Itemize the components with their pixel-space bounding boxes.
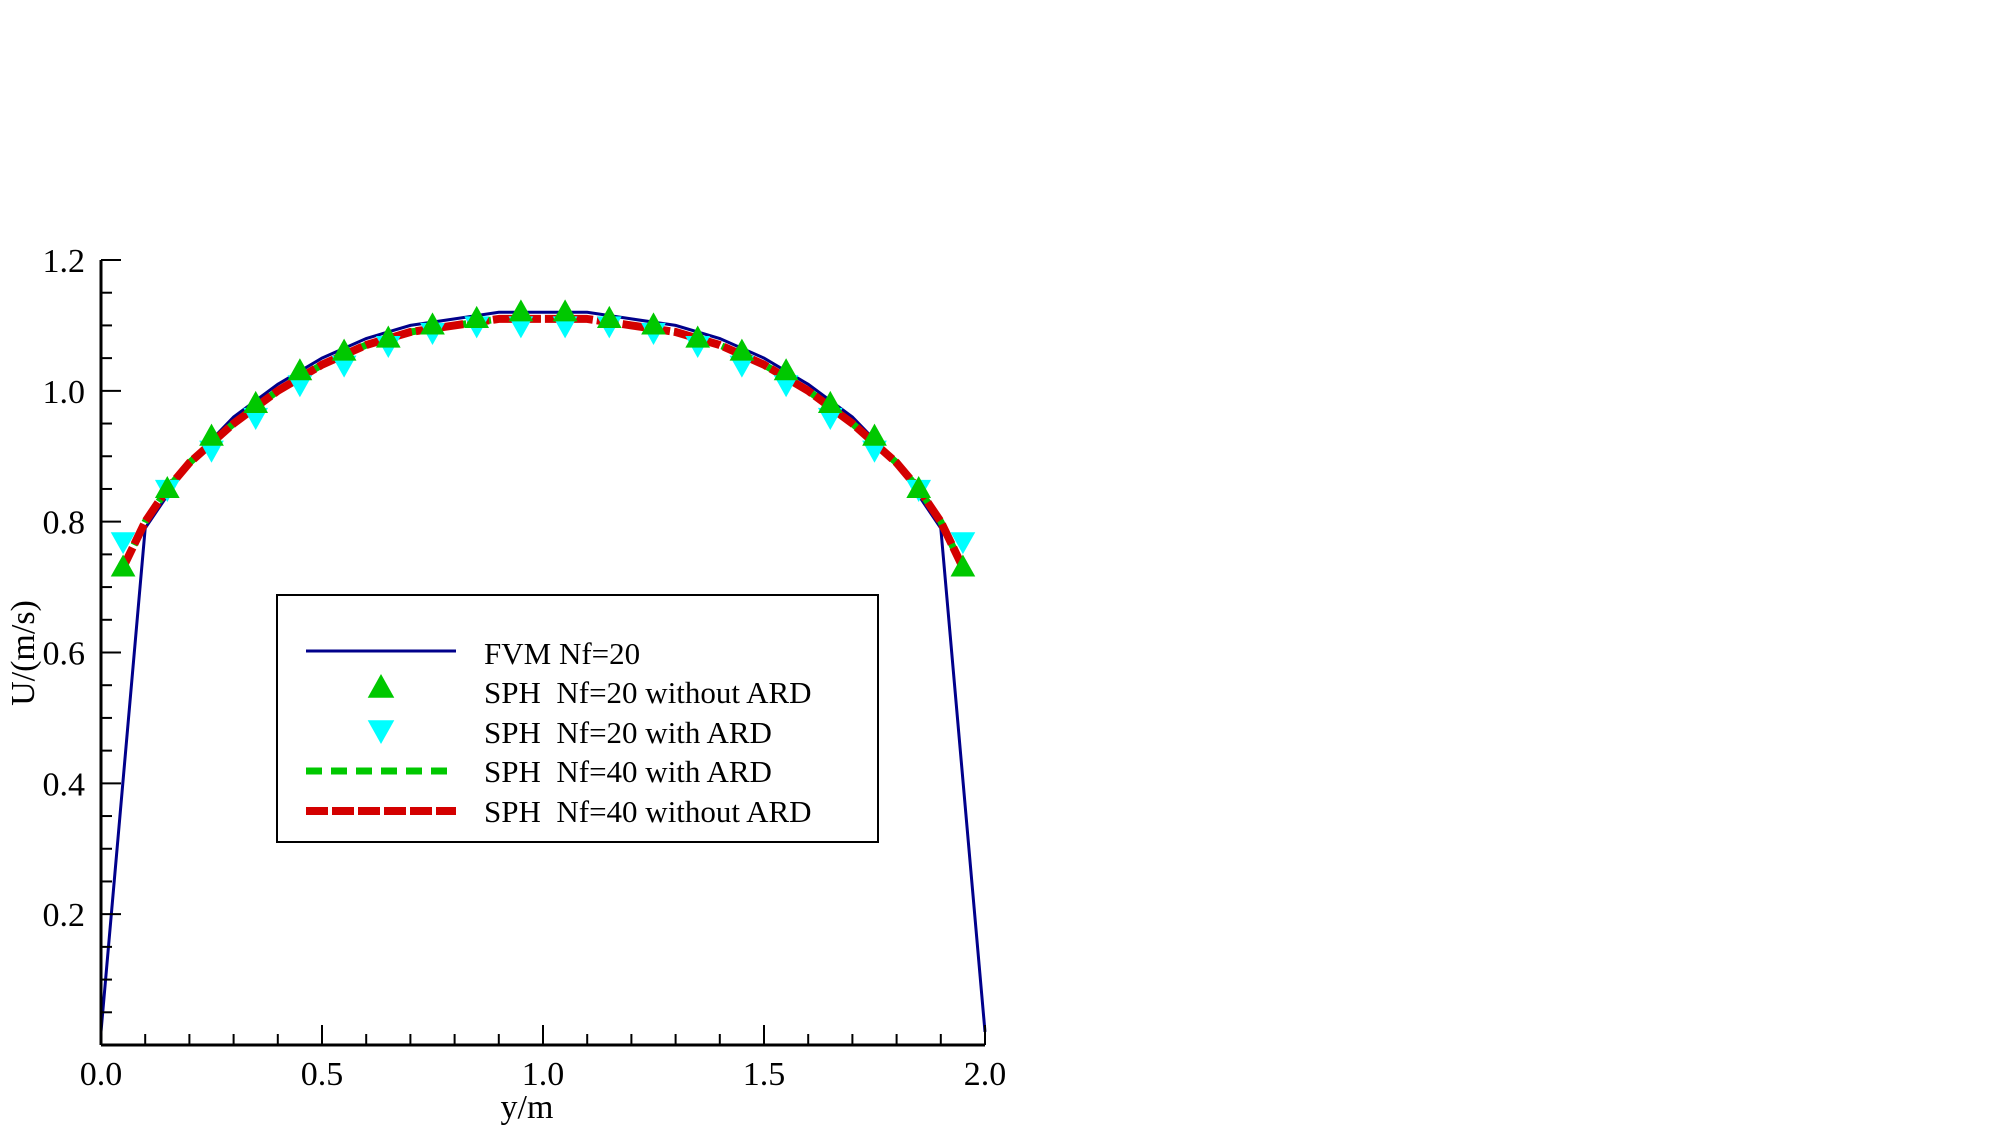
x-tick-label: 0.5 — [301, 1056, 344, 1093]
series-sph20-with-ard-point — [243, 407, 269, 430]
series-sph20-with-ard-point — [287, 375, 313, 398]
series-sph20-without-ard-point — [199, 423, 224, 446]
series-sph20-without-ard-point — [906, 475, 932, 499]
axes: 0.2 0.4 0.6 0.8 1.0 1.2 0.0 0.5 1.0 1.5 2.0 — [43, 243, 1007, 1093]
y-tick-label: 1.2 — [43, 243, 86, 280]
y-tick-label: 0.4 — [43, 766, 86, 803]
series-sph20-with-ard-point — [729, 355, 755, 378]
series-sph20-without-ard-point — [950, 554, 976, 577]
series-sph40-with-ard-line — [119, 315, 967, 570]
legend-label-sph20-with-ard: SPH Nf=20 with ARD — [484, 715, 772, 750]
series-sph20-with-ard-point — [862, 440, 887, 463]
series-sph20-with-ard-point — [199, 440, 224, 463]
series-sph20-without-ard-point — [287, 358, 313, 381]
plot-area — [99, 299, 987, 1033]
series-sph20-without-ard-point — [596, 305, 622, 328]
x-tick-label: 1.0 — [522, 1056, 565, 1093]
y-tick-label: 1.0 — [43, 374, 86, 411]
y-tick-label: 0.2 — [43, 897, 86, 934]
series-sph20-without-ard-point — [552, 299, 578, 322]
series-sph20-with-ard-point — [552, 316, 578, 339]
series-sph20-without-ard-point — [862, 423, 887, 446]
series-sph40-without-ard-line — [119, 314, 967, 570]
legend-label-sph40-without-ard: SPH Nf=40 without ARD — [484, 794, 812, 829]
series-sph20-without-ard-point — [375, 325, 401, 348]
series-sph20-without-ard-point — [464, 305, 490, 328]
series-sph20-without-ard-point — [110, 554, 136, 577]
series-sph20-with-ard-point — [110, 532, 136, 555]
legend-swatches — [306, 649, 456, 815]
x-tick-label: 1.5 — [743, 1056, 786, 1093]
series-sph20-with-ard-point — [950, 532, 976, 555]
legend-label-sph20-without-ard: SPH Nf=20 without ARD — [484, 675, 812, 710]
x-tick-label: 2.0 — [964, 1056, 1007, 1093]
y-tick-label: 0.6 — [43, 636, 86, 673]
legend-swatch-sph20-with-ard — [367, 720, 395, 744]
legend-label-fvm: FVM Nf=20 — [484, 636, 640, 671]
series-sph20-with-ard-point — [773, 375, 799, 398]
y-tick-label: 0.8 — [43, 505, 86, 542]
series-sph20-without-ard-point — [641, 312, 666, 335]
legend-swatch-sph20-without-ard — [367, 674, 395, 698]
series-sph20-with-ard-point — [817, 407, 843, 430]
series-sph20-without-ard-point — [331, 338, 357, 361]
series-sph20-without-ard-point — [243, 390, 269, 414]
series-sph20-without-ard-point — [729, 338, 755, 361]
series-sph20-with-ard-point — [331, 355, 357, 378]
legend-box — [276, 594, 879, 843]
legend-label-sph40-with-ard: SPH Nf=40 with ARD — [484, 754, 772, 789]
series-sph20-without-ard-point — [685, 325, 711, 348]
legend: FVM Nf=20 SPH Nf=20 without ARD SPH Nf=2… — [276, 594, 879, 843]
series-sph20-without-ard-point — [773, 358, 799, 381]
series-sph20-without-ard-point — [420, 312, 445, 335]
series-sph20-without-ard-point — [508, 299, 534, 322]
y-axis-label: U/(m/s) — [5, 600, 42, 706]
x-axis-label: y/m — [501, 1089, 554, 1125]
x-tick-label: 0.0 — [80, 1056, 123, 1093]
series-sph20-without-ard-point — [154, 475, 180, 499]
series-sph20-with-ard-point — [508, 316, 534, 339]
series-sph20-without-ard-point — [817, 390, 843, 414]
